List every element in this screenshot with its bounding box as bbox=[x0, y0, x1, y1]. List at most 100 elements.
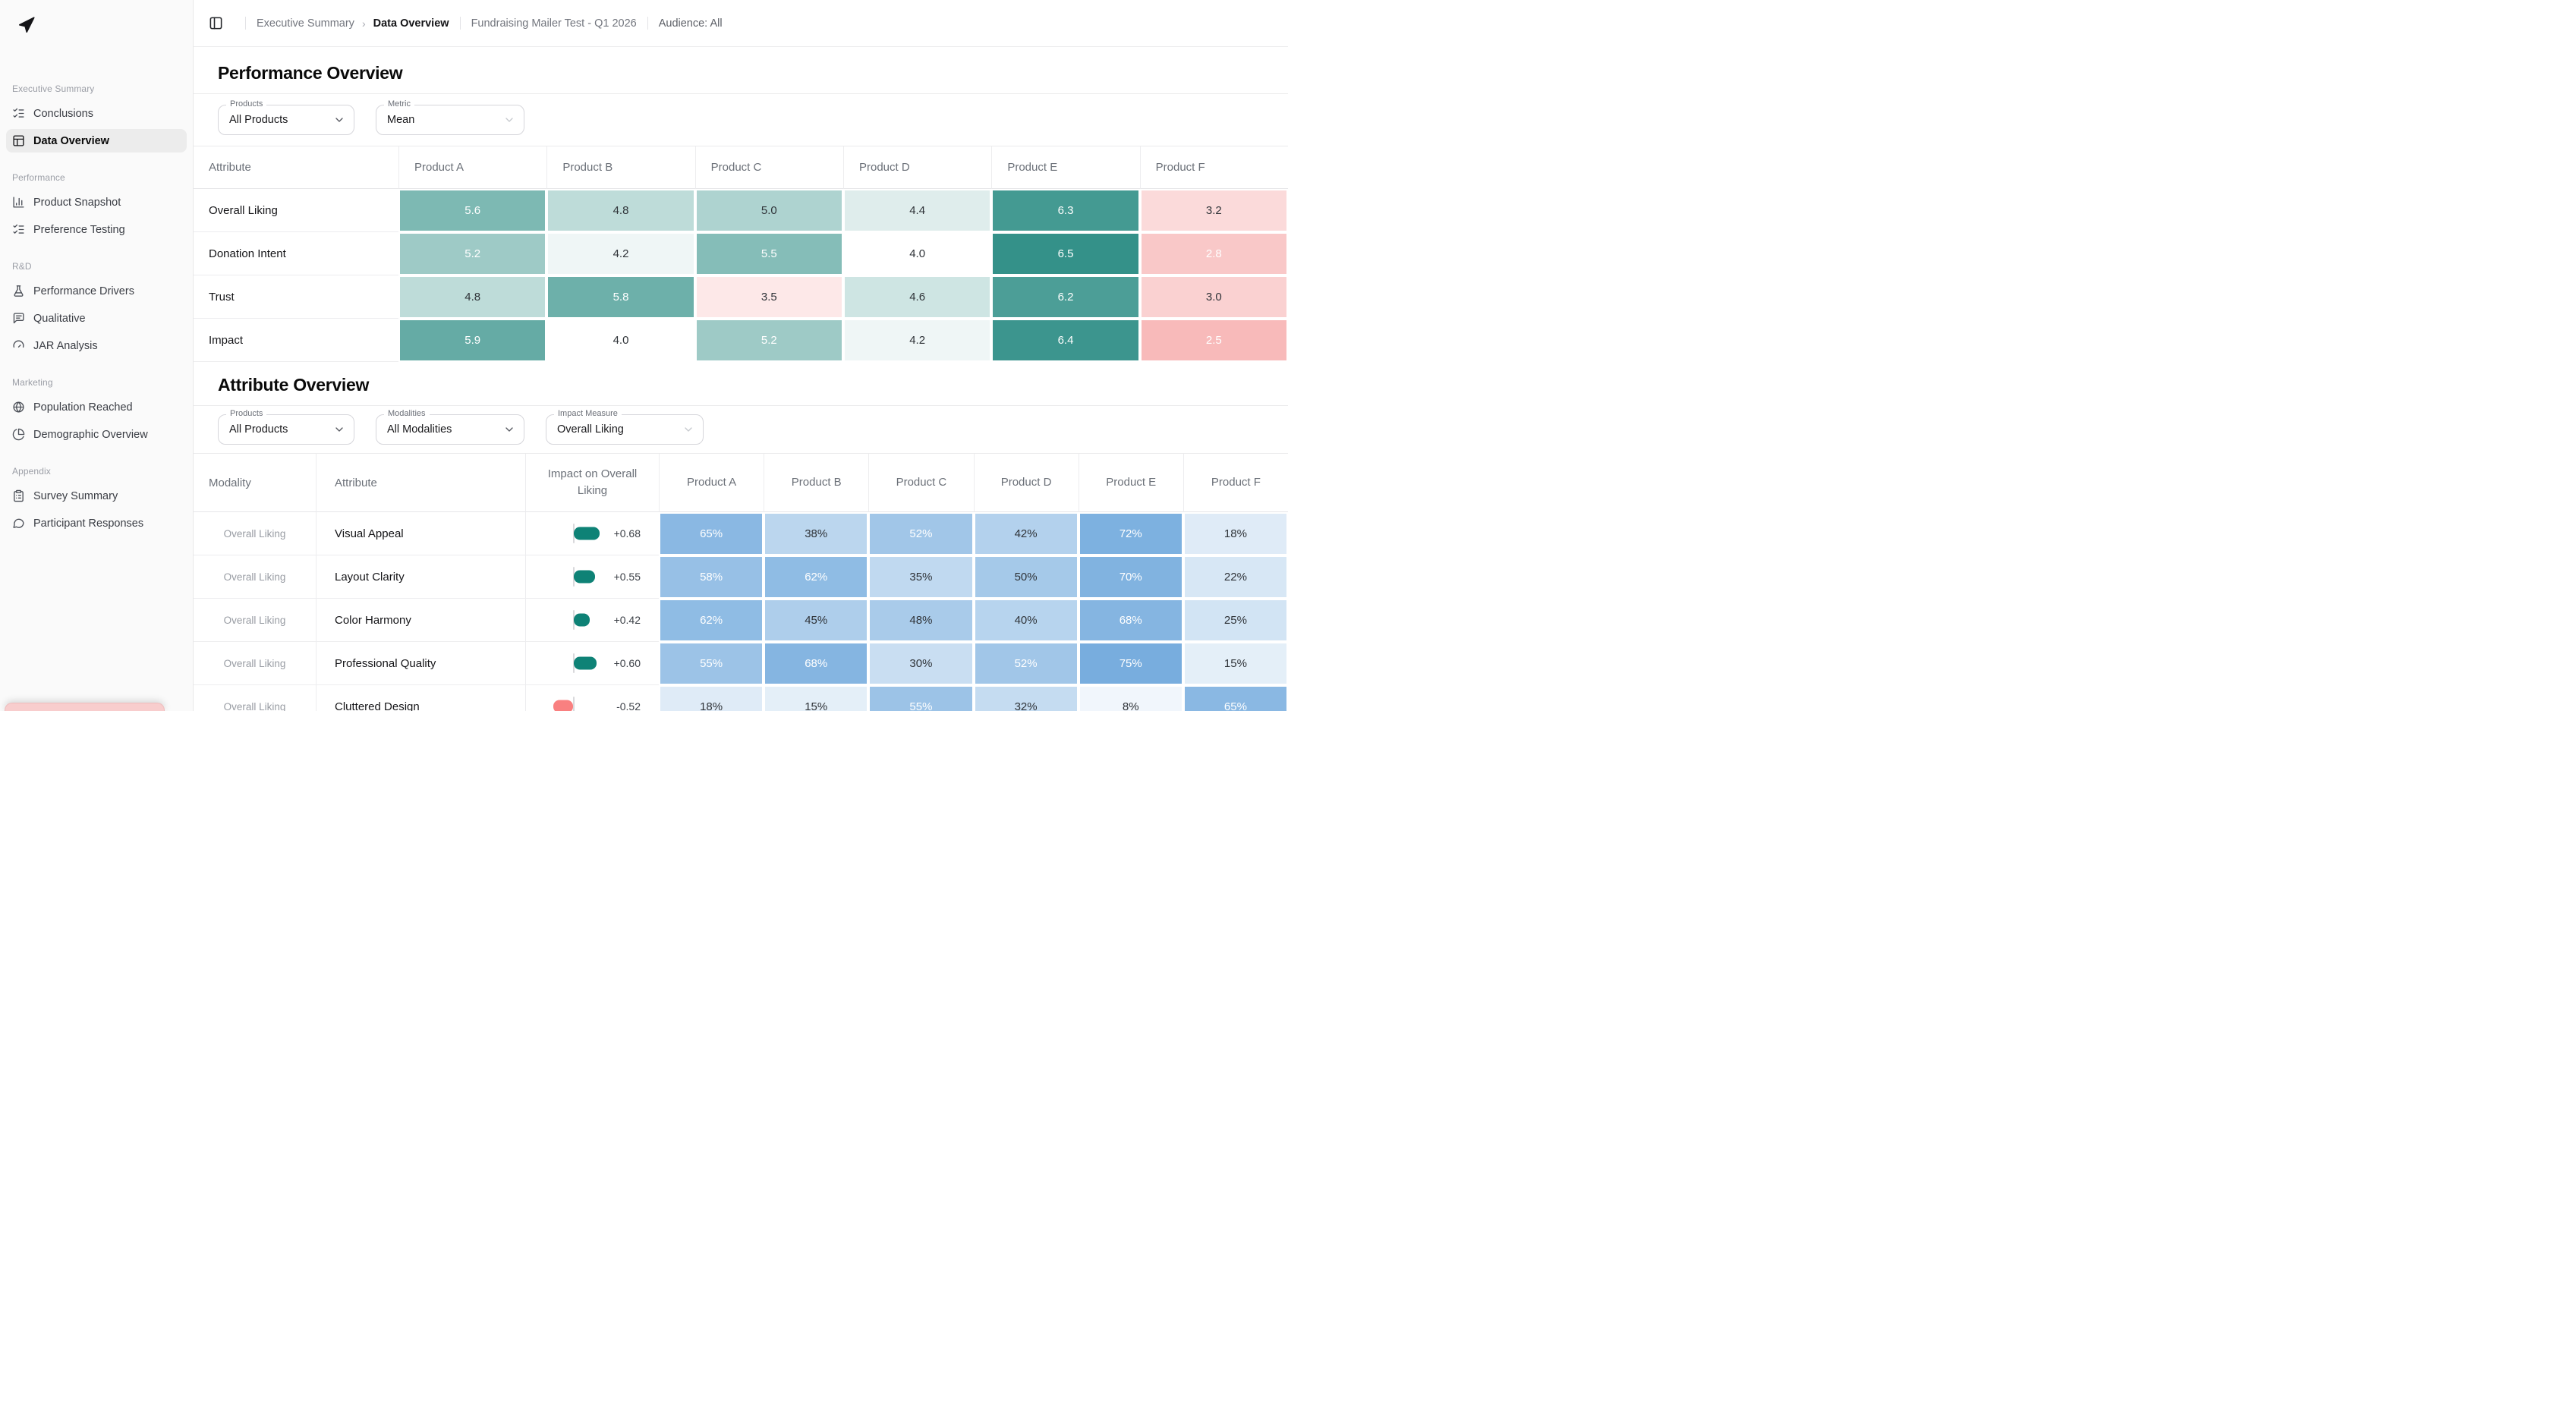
sidebar-section-executive-summary: Executive Summary Conclusions Data Overvie… bbox=[6, 83, 187, 153]
heatmap-cell: 8% bbox=[1078, 685, 1183, 711]
notification-peek[interactable] bbox=[5, 703, 165, 711]
chevron-right-icon: › bbox=[361, 17, 366, 30]
heatmap-cell: 62% bbox=[764, 555, 869, 599]
column-header: Product D bbox=[842, 146, 992, 189]
table-icon bbox=[12, 134, 25, 147]
attribute-overview-header: Attribute Overview bbox=[194, 362, 1288, 406]
sidebar-item-population-reached[interactable]: Population Reached bbox=[6, 395, 187, 419]
heatmap-cell: 62% bbox=[659, 599, 764, 642]
heatmap-cell: 48% bbox=[868, 599, 974, 642]
attribute-label: Donation Intent bbox=[194, 232, 398, 275]
sidebar-item-label: Conclusions bbox=[33, 107, 93, 120]
audience-label: Audience: All bbox=[658, 17, 723, 30]
clipboard-list-icon bbox=[12, 489, 25, 502]
column-header: Product F bbox=[1139, 146, 1288, 189]
divider bbox=[459, 17, 461, 30]
products-select[interactable]: Products All Products bbox=[218, 409, 354, 445]
metric-select[interactable]: Metric Mean bbox=[376, 99, 524, 135]
select-label: Impact Measure bbox=[554, 409, 622, 418]
attribute-heatmap-table: Modality Attribute Impact on Overall Likin… bbox=[194, 454, 1288, 711]
heatmap-cell: 6.3 bbox=[991, 189, 1140, 232]
select-label: Products bbox=[226, 99, 267, 109]
sidebar-item-preference-testing[interactable]: Preference Testing bbox=[6, 218, 187, 241]
attribute-label: Overall Liking bbox=[194, 189, 398, 232]
heatmap-cell: 30% bbox=[868, 642, 974, 685]
heatmap-cell: 58% bbox=[659, 555, 764, 599]
message-circle-icon bbox=[12, 517, 25, 530]
list-checks-icon bbox=[12, 107, 25, 120]
table-row: Overall Liking Cluttered Design -0.52 18% 15… bbox=[194, 685, 1288, 711]
heatmap-cell: 4.8 bbox=[546, 189, 695, 232]
sidebar-item-survey-summary[interactable]: Survey Summary bbox=[6, 484, 187, 508]
heatmap-cell: 5.2 bbox=[694, 319, 843, 362]
project-title: Fundraising Mailer Test - Q1 2026 bbox=[471, 17, 637, 30]
heatmap-cell: 2.5 bbox=[1139, 319, 1288, 362]
gauge-icon bbox=[12, 339, 25, 352]
performance-heatmap-table: Attribute Product A Product B Product C Prod… bbox=[194, 146, 1288, 362]
heatmap-cell: 75% bbox=[1078, 642, 1183, 685]
modality-label: Overall Liking bbox=[194, 642, 316, 685]
main-area: Executive Summary › Data Overview Fundra… bbox=[194, 0, 1288, 711]
sidebar-item-data-overview[interactable]: Data Overview bbox=[6, 129, 187, 153]
pie-chart-icon bbox=[12, 428, 25, 441]
modalities-select[interactable]: Modalities All Modalities bbox=[376, 409, 524, 445]
topbar: Executive Summary › Data Overview Fundra… bbox=[194, 0, 1288, 47]
panel-left-icon[interactable] bbox=[209, 16, 224, 31]
impact-bar-positive bbox=[574, 656, 597, 670]
breadcrumb-current[interactable]: Data Overview bbox=[373, 17, 449, 30]
chevron-down-icon bbox=[505, 118, 513, 122]
heatmap-cell: 5.9 bbox=[398, 319, 547, 362]
modality-label: Overall Liking bbox=[194, 599, 316, 642]
heatmap-cell: 2.8 bbox=[1139, 232, 1288, 275]
table-row: Overall Liking 5.6 4.8 5.0 4.4 6.3 3.2 bbox=[194, 189, 1288, 232]
sidebar-nav: Executive Summary Conclusions Data Overvie… bbox=[0, 83, 193, 535]
performance-filter-bar: Products All Products Metric Mean bbox=[194, 94, 1288, 146]
column-header: Product A bbox=[398, 146, 547, 189]
sidebar-item-participant-responses[interactable]: Participant Responses bbox=[6, 511, 187, 535]
breadcrumb-parent[interactable]: Executive Summary bbox=[257, 17, 354, 30]
heatmap-cell: 5.8 bbox=[546, 275, 695, 319]
sidebar-section-label: Executive Summary bbox=[12, 83, 95, 94]
column-header: Modality bbox=[194, 454, 316, 512]
sidebar-item-product-snapshot[interactable]: Product Snapshot bbox=[6, 190, 187, 214]
heatmap-cell: 52% bbox=[973, 642, 1079, 685]
impact-value: +0.68 bbox=[613, 527, 641, 540]
sidebar-item-demographic-overview[interactable]: Demographic Overview bbox=[6, 423, 187, 446]
sidebar-item-label: Product Snapshot bbox=[33, 196, 121, 209]
globe-icon bbox=[12, 401, 25, 414]
sidebar-item-conclusions[interactable]: Conclusions bbox=[6, 102, 187, 125]
heatmap-cell: 32% bbox=[973, 685, 1079, 711]
heatmap-cell: 6.5 bbox=[991, 232, 1140, 275]
heatmap-cell: 68% bbox=[764, 642, 869, 685]
content-scroll[interactable]: Performance Overview Products All Produc… bbox=[194, 47, 1288, 711]
heatmap-cell: 4.6 bbox=[842, 275, 992, 319]
impact-cell: +0.55 bbox=[525, 555, 659, 599]
select-value: All Modalities bbox=[387, 423, 452, 436]
column-header: Product C bbox=[694, 146, 843, 189]
heatmap-cell: 45% bbox=[764, 599, 869, 642]
heatmap-cell: 5.2 bbox=[398, 232, 547, 275]
chevron-down-icon bbox=[505, 427, 513, 432]
heatmap-cell: 65% bbox=[1183, 685, 1288, 711]
sidebar-item-performance-drivers[interactable]: Performance Drivers bbox=[6, 279, 187, 303]
navigation-arrow-icon bbox=[17, 15, 36, 35]
heatmap-cell: 6.2 bbox=[991, 275, 1140, 319]
sidebar-section-label: Marketing bbox=[12, 377, 53, 388]
impact-measure-select[interactable]: Impact Measure Overall Liking bbox=[546, 409, 704, 445]
sidebar-item-label: Survey Summary bbox=[33, 489, 118, 502]
impact-cell: +0.42 bbox=[525, 599, 659, 642]
heatmap-cell: 18% bbox=[1183, 512, 1288, 555]
attribute-label: Color Harmony bbox=[316, 599, 525, 642]
sidebar-item-qualitative[interactable]: Qualitative bbox=[6, 307, 187, 330]
sidebar-item-label: JAR Analysis bbox=[33, 339, 98, 352]
impact-cell: -0.52 bbox=[525, 685, 659, 711]
chevron-down-icon bbox=[335, 427, 343, 432]
table-row: Impact 5.9 4.0 5.2 4.2 6.4 2.5 bbox=[194, 319, 1288, 362]
impact-value: +0.55 bbox=[613, 571, 641, 583]
sidebar-item-jar-analysis[interactable]: JAR Analysis bbox=[6, 334, 187, 357]
column-header: Attribute bbox=[194, 146, 398, 189]
products-select[interactable]: Products All Products bbox=[218, 99, 354, 135]
heatmap-cell: 5.5 bbox=[694, 232, 843, 275]
heatmap-cell: 50% bbox=[973, 555, 1079, 599]
sidebar-item-label: Data Overview bbox=[33, 134, 109, 147]
